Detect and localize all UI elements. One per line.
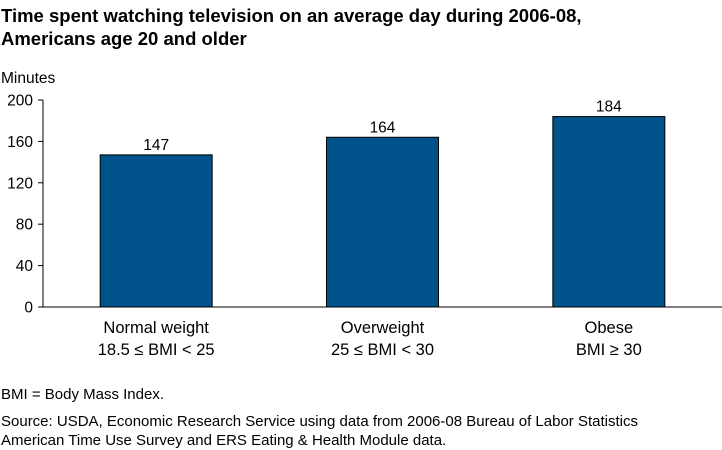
bar-value-label: 164: [370, 119, 396, 136]
y-tick-label: 40: [16, 258, 34, 275]
bar-value-label: 147: [143, 137, 169, 154]
chart-title-line-1: Time spent watching television on an ave…: [1, 5, 582, 26]
bar: [326, 136, 439, 308]
y-tick-label: 80: [16, 217, 34, 234]
x-category-sublabel: BMI ≥ 30: [576, 341, 642, 359]
chart-title-line-2: Americans age 20 and older: [1, 28, 247, 49]
y-axis-label: Minutes: [1, 70, 56, 87]
source-line-1: Source: USDA, Economic Research Service …: [1, 413, 638, 430]
bar: [552, 116, 666, 308]
y-tick-label: 0: [24, 300, 33, 317]
x-category-label: Overweight: [341, 319, 425, 337]
bar-value-label: 184: [596, 99, 622, 116]
y-tick-label: 200: [7, 93, 33, 110]
bmi-note: BMI = Body Mass Index.: [1, 386, 164, 403]
x-category-label: Normal weight: [103, 319, 209, 337]
x-category-sublabel: 18.5 ≤ BMI < 25: [98, 341, 215, 359]
y-tick-label: 120: [7, 175, 33, 192]
x-axis-labels: Normal weight 18.5 ≤ BMI < 25 Overweight 25…: [98, 319, 642, 359]
y-tick-label: 160: [7, 134, 33, 151]
bar: [99, 154, 213, 308]
x-category-label: Obese: [585, 319, 634, 337]
source-line-2: American Time Use Survey and ERS Eating …: [1, 432, 447, 449]
bars: 147 164 184: [99, 99, 666, 308]
x-category-sublabel: 25 ≤ BMI < 30: [331, 341, 434, 359]
y-axis-ticks: 0 40 80 120 160 200: [7, 93, 43, 317]
chart-title: Time spent watching television on an ave…: [1, 4, 701, 50]
